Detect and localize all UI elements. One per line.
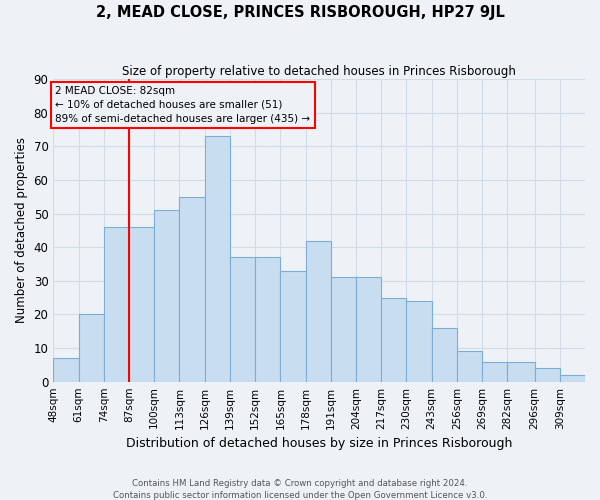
Bar — [560, 375, 585, 382]
Bar — [280, 271, 305, 382]
Bar — [331, 278, 356, 382]
Text: 2 MEAD CLOSE: 82sqm
← 10% of detached houses are smaller (51)
89% of semi-detach: 2 MEAD CLOSE: 82sqm ← 10% of detached ho… — [55, 86, 310, 124]
X-axis label: Distribution of detached houses by size in Princes Risborough: Distribution of detached houses by size … — [126, 437, 512, 450]
Title: Size of property relative to detached houses in Princes Risborough: Size of property relative to detached ho… — [122, 65, 516, 78]
Bar — [535, 368, 560, 382]
Bar — [205, 136, 230, 382]
Bar — [179, 197, 205, 382]
Bar — [104, 227, 129, 382]
Bar — [230, 258, 255, 382]
Text: Contains HM Land Registry data © Crown copyright and database right 2024.
Contai: Contains HM Land Registry data © Crown c… — [113, 478, 487, 500]
Bar — [53, 358, 79, 382]
Y-axis label: Number of detached properties: Number of detached properties — [15, 138, 28, 324]
Bar — [356, 278, 381, 382]
Bar — [482, 362, 508, 382]
Bar — [508, 362, 535, 382]
Bar — [431, 328, 457, 382]
Bar — [381, 298, 406, 382]
Bar — [406, 301, 431, 382]
Bar — [255, 258, 280, 382]
Text: 2, MEAD CLOSE, PRINCES RISBOROUGH, HP27 9JL: 2, MEAD CLOSE, PRINCES RISBOROUGH, HP27 … — [95, 5, 505, 20]
Bar — [457, 352, 482, 382]
Bar — [129, 227, 154, 382]
Bar — [305, 240, 331, 382]
Bar — [154, 210, 179, 382]
Bar — [79, 314, 104, 382]
